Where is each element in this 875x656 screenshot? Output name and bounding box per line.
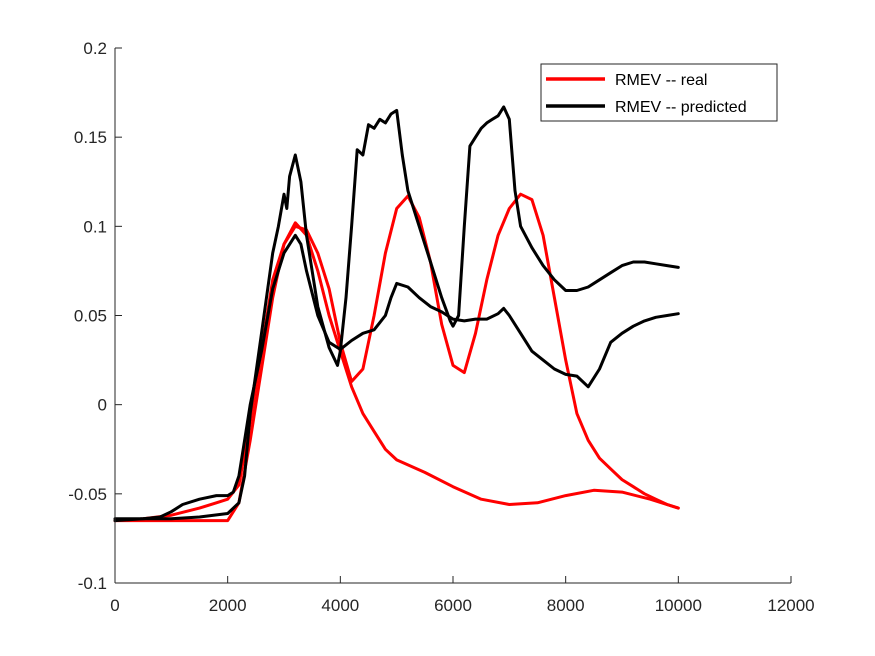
y-tick-label: 0.2 bbox=[83, 39, 107, 58]
x-tick-label: 12000 bbox=[767, 596, 814, 615]
legend: RMEV -- real RMEV -- predicted bbox=[540, 63, 778, 122]
series-line-2 bbox=[113, 105, 680, 521]
x-tick-label: 10000 bbox=[655, 596, 702, 615]
y-tick-label: -0.1 bbox=[78, 574, 107, 593]
x-tick-label: 6000 bbox=[434, 596, 472, 615]
y-tick-label: 0 bbox=[98, 396, 107, 415]
legend-label-1: RMEV -- predicted bbox=[615, 99, 747, 116]
y-tick-label: -0.05 bbox=[68, 485, 107, 504]
y-tick-label: 0.05 bbox=[74, 307, 107, 326]
y-tick-label: 0.15 bbox=[74, 128, 107, 147]
series-layer bbox=[113, 105, 680, 523]
x-tick-label: 8000 bbox=[547, 596, 585, 615]
series-line-3 bbox=[113, 233, 680, 523]
x-tick-label: 2000 bbox=[209, 596, 247, 615]
y-tick-label: 0.1 bbox=[83, 217, 107, 236]
x-tick-label: 4000 bbox=[321, 596, 359, 615]
legend-label-0: RMEV -- real bbox=[615, 72, 707, 89]
legend-box bbox=[540, 63, 778, 122]
axes-layer: 0 2000 4000 6000 8000 10000 12000 -0.1 -0.05 0 0.0… bbox=[68, 39, 814, 615]
x-tick-label: 0 bbox=[110, 596, 119, 615]
